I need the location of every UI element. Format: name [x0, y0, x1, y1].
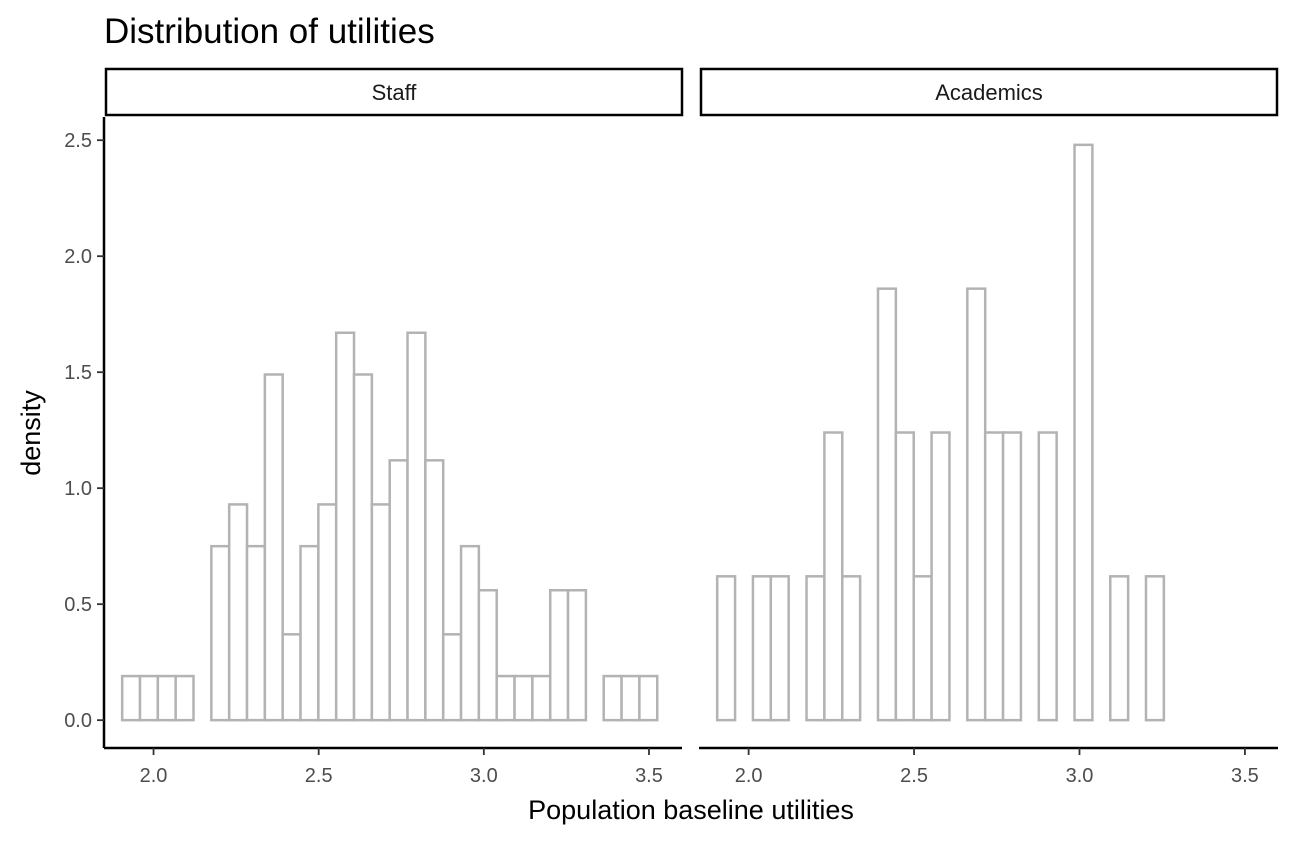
- histogram-bar-staff-17: [424, 459, 445, 722]
- histogram-bar-staff-24: [548, 589, 570, 722]
- x-tick-label-academics: 3.0: [1066, 765, 1094, 787]
- histogram-bar-staff-20: [477, 589, 498, 722]
- histogram-bar-academics-24: [1144, 575, 1166, 722]
- histogram-bar-academics-14: [966, 287, 987, 722]
- facet-label-staff: Staff: [372, 80, 418, 105]
- histogram-bar-staff-2: [156, 674, 177, 722]
- histogram-bar-staff-0: [120, 674, 142, 722]
- panel-academics: 2.0 2.5 3.0 3.5: [699, 143, 1278, 787]
- histogram-bar-staff-16: [406, 331, 427, 722]
- histogram-bar-academics-6: [823, 431, 844, 722]
- x-tick-label-academics: 2.5: [900, 765, 928, 787]
- histogram-bar-academics-18: [1037, 431, 1058, 722]
- x-axis-title: Population baseline utilities: [528, 795, 854, 825]
- x-tick-label-academics: 3.5: [1231, 765, 1259, 787]
- histogram-bar-academics-7: [841, 575, 862, 722]
- histogram-bar-staff-10: [299, 544, 320, 722]
- histogram-bar-academics-0: [715, 575, 737, 722]
- histogram-bar-academics-5: [805, 575, 826, 722]
- histogram-bar-staff-14: [370, 503, 391, 722]
- histogram-bar-academics-20: [1073, 143, 1094, 722]
- x-tick-label-staff: 3.5: [635, 765, 663, 787]
- y-tick-label: 1.5: [64, 362, 92, 384]
- histogram-bar-academics-2: [751, 575, 773, 722]
- histogram-bar-staff-7: [245, 544, 267, 722]
- y-tick-label: 2.5: [64, 130, 92, 152]
- y-tick-label: 2.0: [64, 246, 92, 268]
- histogram-bar-staff-13: [352, 373, 374, 722]
- histogram-bar-academics-16: [1001, 431, 1023, 722]
- histogram-bar-staff-22: [513, 674, 534, 722]
- histogram-bar-staff-9: [281, 633, 302, 722]
- histogram-bar-staff-25: [566, 589, 588, 722]
- facet-strip-staff: [104, 67, 684, 117]
- facet-label-academics: Academics: [935, 80, 1043, 105]
- panel-staff: 2.0 2.5 3.0 3.5: [104, 331, 682, 787]
- histogram-bar-staff-12: [334, 331, 356, 722]
- y-axis: 0.0 0.5 1.0 1.5 2.0 2.5: [64, 117, 106, 748]
- histogram-bar-academics-3: [769, 575, 790, 722]
- histogram-bar-academics-11: [912, 575, 933, 722]
- x-tick-label-staff: 2.0: [140, 765, 168, 787]
- x-tick-label-staff: 3.0: [470, 765, 498, 787]
- histogram-bar-staff-29: [638, 674, 659, 722]
- histogram-bar-staff-5: [210, 544, 231, 722]
- histogram-bar-academics-10: [894, 431, 915, 722]
- y-tick-label: 1.0: [64, 478, 92, 500]
- facet-strip-academics: [699, 67, 1279, 117]
- y-tick-label: 0.5: [64, 594, 92, 616]
- histogram-bar-academics-9: [876, 287, 898, 722]
- y-axis-title: density: [16, 390, 46, 476]
- histogram-bar-staff-15: [388, 459, 409, 722]
- histogram-bar-academics-15: [983, 431, 1005, 722]
- histogram-bar-staff-23: [531, 674, 552, 722]
- histogram-bar-staff-6: [227, 503, 249, 722]
- x-tick-label-staff: 2.5: [305, 765, 333, 787]
- histogram-bar-staff-11: [317, 503, 338, 722]
- histogram-bar-academics-22: [1109, 575, 1130, 722]
- histogram-bar-staff-21: [495, 674, 516, 722]
- histogram-bar-academics-12: [930, 431, 951, 722]
- histogram-bar-staff-1: [138, 674, 160, 722]
- histogram-bar-staff-19: [459, 544, 481, 722]
- histogram-bar-staff-3: [174, 674, 195, 722]
- histogram-bar-staff-28: [620, 674, 641, 722]
- histogram-bar-staff-8: [263, 373, 284, 722]
- histogram-bar-staff-18: [441, 633, 463, 722]
- x-tick-label-academics: 2.0: [735, 765, 763, 787]
- chart-title: Distribution of utilities: [104, 12, 435, 51]
- y-tick-label: 0.0: [64, 710, 92, 732]
- histogram-bar-staff-27: [602, 674, 623, 722]
